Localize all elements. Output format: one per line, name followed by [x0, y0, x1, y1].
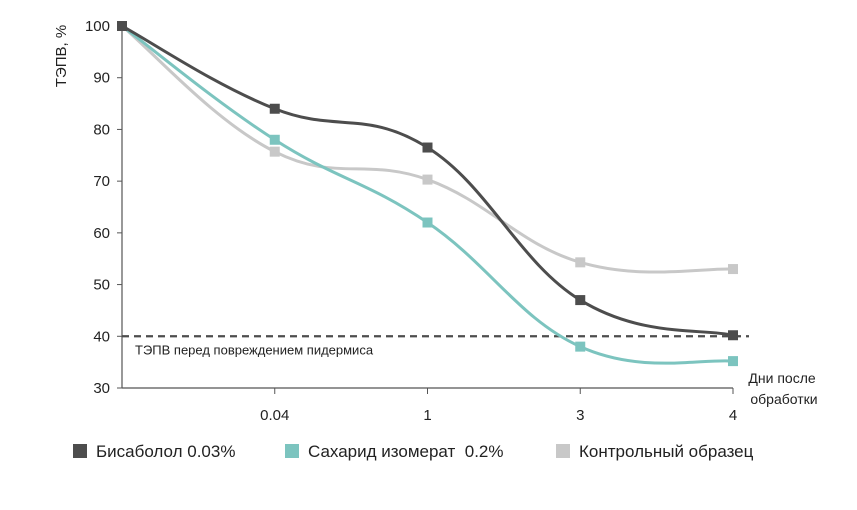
legend-label: Контрольный образец: [579, 442, 754, 461]
legend: Бисаболол 0.03% Сахарид изомерат 0.2% Конт…: [73, 442, 754, 461]
x-axis-title-line-1: Дни после: [748, 370, 815, 386]
y-tick-label: 80: [93, 121, 110, 138]
y-tick-label: 100: [85, 18, 110, 35]
legend-swatch: [73, 444, 87, 458]
x-axis-title: Дни после обработки: [748, 370, 819, 407]
data-point: [422, 217, 433, 228]
legend-label: Бисаболол 0.03%: [96, 442, 235, 461]
data-point: [422, 142, 433, 153]
x-ticks: 0.04 1 3 4: [260, 388, 737, 424]
legend-swatch: [556, 444, 570, 458]
data-point: [269, 146, 280, 157]
x-tick-label: 4: [729, 407, 737, 424]
reference-line-label: ТЭПВ перед повреждением пидермиса: [135, 342, 374, 357]
y-axis-title: ТЭПВ, %: [53, 25, 70, 87]
x-tick-label: 1: [423, 407, 431, 424]
legend-swatch: [285, 444, 299, 458]
data-point: [728, 330, 738, 341]
y-tick-label: 90: [93, 70, 110, 87]
series-lines: [117, 21, 738, 367]
data-point: [269, 103, 280, 114]
x-tick-label: 0.04: [260, 407, 289, 424]
y-ticks: 30 40 50 60 70 80 90 100: [85, 18, 122, 397]
axes: [121, 22, 733, 389]
data-point: [269, 134, 280, 145]
data-point: [117, 21, 127, 31]
y-tick-label: 60: [93, 225, 110, 242]
y-tick-label: 70: [93, 173, 110, 190]
y-tick-label: 50: [93, 277, 110, 294]
y-tick-label: 40: [93, 328, 110, 345]
x-axis-title-line-2: обработки: [750, 391, 817, 407]
series-line-1: [121, 24, 734, 365]
data-point: [575, 295, 586, 306]
data-point: [728, 356, 738, 367]
data-point: [728, 264, 738, 275]
data-point: [575, 257, 586, 268]
x-tick-label: 3: [576, 407, 584, 424]
y-tick-label: 30: [93, 380, 110, 397]
legend-label: Сахарид изомерат 0.2%: [308, 442, 504, 461]
data-point: [422, 174, 433, 185]
data-point: [575, 341, 586, 352]
